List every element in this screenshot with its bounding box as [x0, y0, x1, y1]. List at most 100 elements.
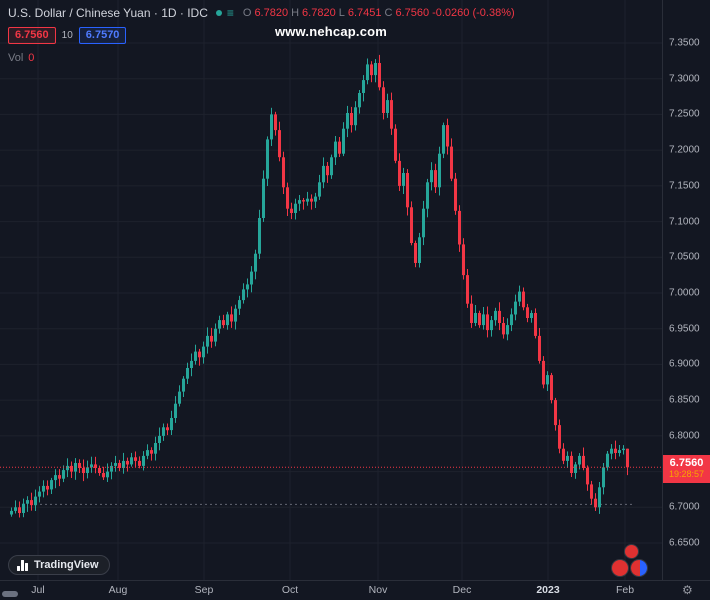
price-scale[interactable]: 6.7560 19:28:57 7.3500 7.3000 7.2500 7.2000…: [662, 0, 710, 580]
candle-body: [550, 375, 553, 401]
candle-body: [362, 80, 365, 93]
symbol-title[interactable]: U.S. Dollar / Chinese Yuan · 1D · IDC: [8, 6, 208, 20]
candle-body: [226, 314, 229, 326]
candle-body: [154, 443, 157, 454]
candle-body: [398, 160, 401, 186]
candle-body: [506, 325, 509, 335]
candle-body: [30, 500, 33, 506]
buy-button[interactable]: 6.7570: [78, 27, 127, 44]
candle-body: [194, 351, 197, 361]
red-dot-button[interactable]: [625, 545, 638, 558]
candle-body: [110, 465, 113, 472]
candle-body: [286, 187, 289, 209]
candle-body: [418, 237, 421, 263]
sell-button[interactable]: 6.7560: [8, 27, 56, 44]
candle-body: [610, 448, 613, 454]
candle-body: [246, 284, 249, 290]
current-price-value: 6.7560: [669, 457, 704, 469]
candle-body: [218, 320, 221, 329]
red-blue-circle-button[interactable]: [631, 560, 647, 576]
candle-body: [462, 244, 465, 276]
candle-body: [282, 157, 285, 188]
candle-body: [166, 427, 169, 431]
candle-body: [290, 208, 293, 213]
bid-ask-row: 6.7560 10 6.7570: [8, 27, 515, 44]
candle-body: [326, 165, 329, 176]
candle-body: [254, 253, 257, 272]
candle-body: [470, 303, 473, 323]
candle-body: [618, 450, 621, 453]
candle-body: [98, 468, 101, 473]
time-scale[interactable]: Jul Aug Sep Oct Nov Dec 2023 Feb: [0, 580, 662, 600]
price-axis-label: 7.0500: [669, 251, 700, 263]
candle-body: [230, 314, 233, 322]
candle-body: [54, 475, 57, 481]
low-value: 6.7451: [347, 7, 382, 19]
candle-body: [366, 64, 369, 81]
candle-body: [334, 141, 337, 158]
candle-body: [578, 455, 581, 465]
volume-row: Vol 0: [8, 52, 515, 64]
candle-body: [446, 125, 449, 147]
candle-body: [302, 200, 305, 202]
candle-body: [186, 368, 189, 379]
candle-body: [430, 170, 433, 183]
candle-body: [82, 468, 85, 473]
candle-body: [350, 113, 353, 126]
candle-body: [50, 480, 53, 490]
candle-body: [130, 457, 133, 465]
candle-body: [182, 378, 185, 392]
candle-body: [174, 403, 177, 418]
candle-body: [406, 173, 409, 208]
candle-body: [494, 310, 497, 321]
candle-body: [118, 463, 121, 468]
open-value: 6.7820: [254, 7, 289, 19]
candle-body: [114, 463, 117, 466]
candle-body: [294, 203, 297, 213]
floating-button-group: [612, 560, 647, 576]
candle-body: [158, 435, 161, 443]
candle-body: [10, 510, 13, 515]
price-axis-label: 7.1500: [669, 180, 700, 192]
candle-body: [358, 93, 361, 108]
price-axis-label: 7.2000: [669, 144, 700, 156]
price-axis-label: 6.9500: [669, 323, 700, 335]
candle-body: [386, 100, 389, 113]
tradingview-logo-pill[interactable]: TradingView: [8, 555, 110, 575]
candle-body: [346, 113, 349, 129]
candle-body: [146, 450, 149, 456]
market-status-dot-icon: [215, 10, 222, 16]
candle-body: [178, 391, 181, 404]
candle-body: [34, 496, 37, 506]
candle-body: [170, 418, 173, 431]
ohlc-values: O 6.7820 H 6.7820 L 6.7451 C 6.7560 -0.0…: [243, 7, 515, 19]
legend-menu-icon[interactable]: ≡: [226, 6, 234, 20]
close-label: C: [384, 7, 393, 19]
candle-body: [94, 464, 97, 468]
candle-body: [590, 484, 593, 499]
bar-countdown: 19:28:57: [668, 468, 705, 479]
chart-pane[interactable]: www.nehcap.com U.S. Dollar / Chinese Yua…: [0, 0, 662, 580]
settings-gear-icon[interactable]: ⚙: [682, 583, 693, 597]
candle-body: [614, 448, 617, 453]
candlestick-chart[interactable]: [0, 0, 662, 580]
candle-body: [18, 507, 21, 513]
candle-body: [538, 335, 541, 361]
candle-wick: [15, 500, 16, 514]
candle-body: [42, 485, 45, 492]
candle-body: [86, 467, 89, 473]
candle-body: [134, 457, 137, 461]
change-value: -0.0260 (-0.38%): [432, 7, 515, 19]
candle-body: [410, 207, 413, 243]
candle-body: [58, 475, 61, 479]
candle-body: [310, 198, 313, 202]
candle-body: [330, 157, 333, 176]
candle-body: [274, 114, 277, 131]
red-circle-button[interactable]: [612, 560, 628, 576]
candle-body: [530, 313, 533, 318]
candle-body: [562, 448, 565, 461]
candle-wick: [311, 194, 312, 210]
scrollbar-handle[interactable]: [2, 591, 18, 597]
candle-body: [370, 64, 373, 76]
open-label: O: [242, 7, 252, 19]
